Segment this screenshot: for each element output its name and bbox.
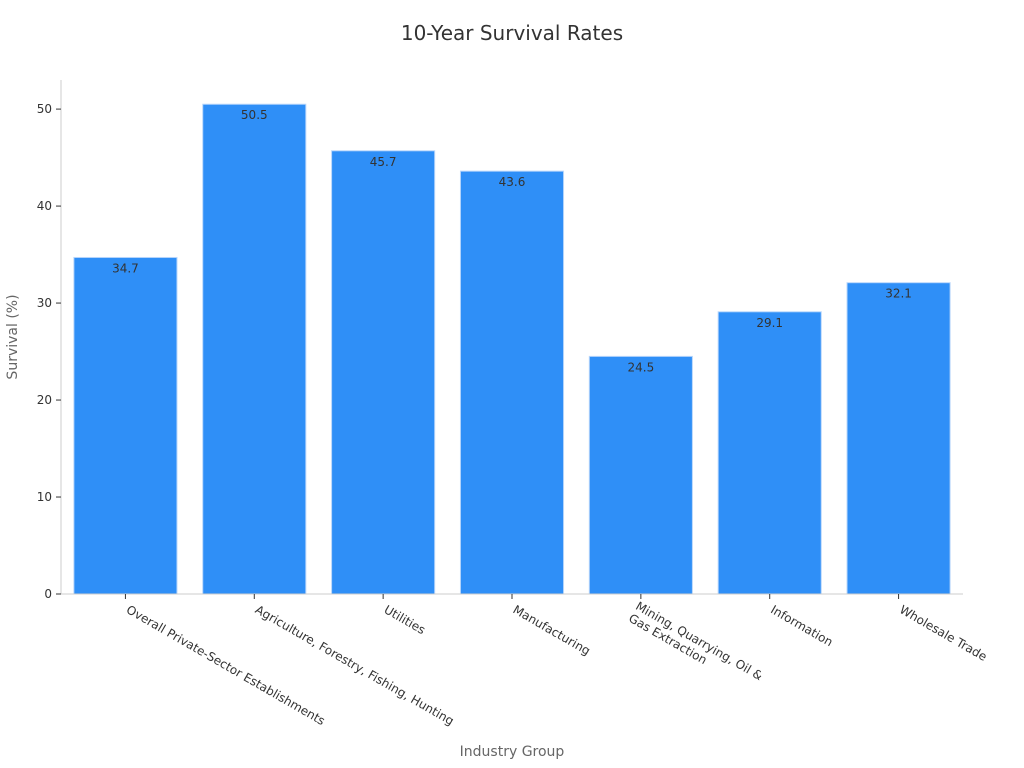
y-axis-title: Survival (%) bbox=[5, 294, 21, 379]
bar bbox=[717, 311, 822, 595]
bar bbox=[202, 103, 307, 595]
y-tick-label: 0 bbox=[44, 587, 52, 601]
bar bbox=[846, 282, 951, 595]
y-tick-label: 40 bbox=[37, 199, 52, 213]
x-tick-label: Utilities bbox=[382, 602, 428, 637]
bar bbox=[73, 256, 178, 595]
x-tick-label: Mining, Quarrying, Oil &Gas Extraction bbox=[626, 599, 765, 695]
x-axis-title: Industry Group bbox=[460, 744, 565, 760]
y-axis: 0 10 20 30 40 50 bbox=[37, 80, 62, 601]
bar-value-label: 24.5 bbox=[627, 360, 654, 374]
bar-value-label: 34.7 bbox=[112, 261, 139, 275]
y-tick-label: 20 bbox=[37, 393, 52, 407]
bar-value-label: 29.1 bbox=[756, 316, 783, 330]
chart-title: 10-Year Survival Rates bbox=[401, 21, 623, 45]
x-axis: Overall Private-Sector EstablishmentsAgr… bbox=[61, 593, 989, 728]
bar-value-label: 32.1 bbox=[885, 287, 912, 301]
bar-value-label: 45.7 bbox=[370, 155, 397, 169]
bars: 34.7 50.5 45.7 43.6 24.5 29.1 32.1 bbox=[73, 103, 951, 595]
x-tick-label: Overall Private-Sector Establishments bbox=[124, 602, 328, 728]
bar-value-label: 43.6 bbox=[499, 175, 526, 189]
x-tick-label: Manufacturing bbox=[511, 602, 593, 658]
bar-value-label: 50.5 bbox=[241, 108, 268, 122]
x-tick-label: Information bbox=[768, 602, 835, 649]
y-tick-label: 30 bbox=[37, 296, 52, 310]
y-tick-label: 50 bbox=[37, 102, 52, 116]
y-tick-label: 10 bbox=[37, 490, 52, 504]
x-tick-label: Wholesale Trade bbox=[897, 602, 989, 663]
x-tick-label: Agriculture, Forestry, Fishing, Hunting bbox=[253, 602, 457, 728]
bar bbox=[459, 170, 565, 595]
bar bbox=[588, 355, 693, 595]
bar bbox=[331, 150, 436, 595]
